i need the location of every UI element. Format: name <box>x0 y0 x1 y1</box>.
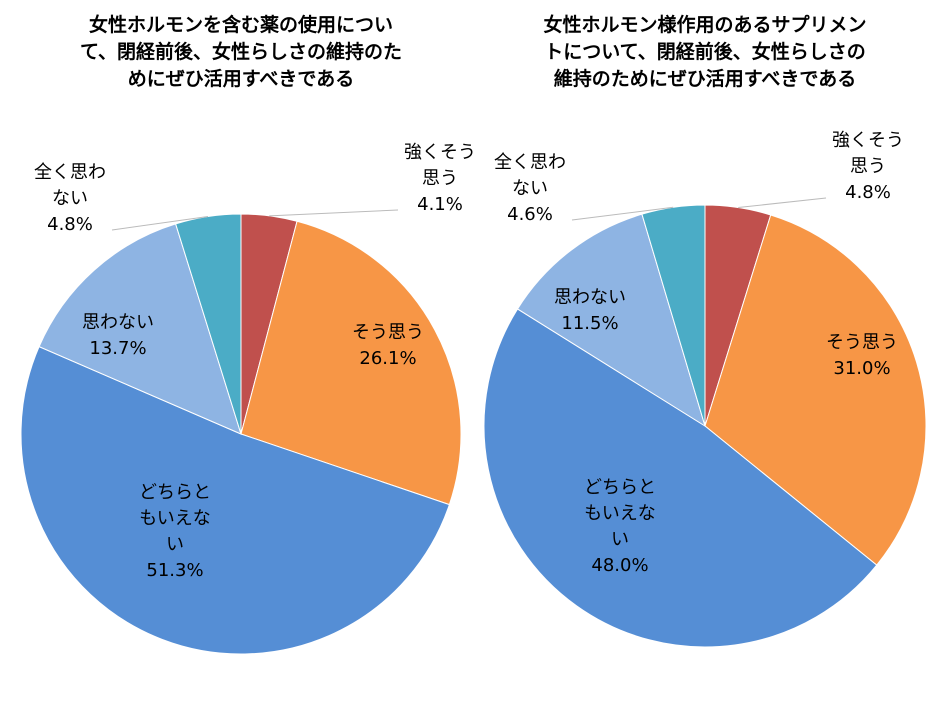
pie-slice <box>175 213 242 435</box>
pie-slice <box>38 223 242 435</box>
category-label: どちらともいえない <box>584 477 656 550</box>
category-label: そう思う <box>352 322 424 343</box>
data-label: 全く思わない 4.6% <box>488 150 572 228</box>
data-label: 全く思わない 4.8% <box>28 160 112 238</box>
pie-slice <box>20 345 450 655</box>
value-label: 51.3% <box>146 560 204 581</box>
value-label: 31.0% <box>833 358 891 379</box>
category-label: 強くそう思う <box>832 130 904 177</box>
chart-title: 女性ホルモンを含む薬の使用について、閉経前後、女性らしさの維持のためにぜひ活用す… <box>79 14 403 90</box>
pie-slice <box>704 214 927 566</box>
pie-slice <box>483 308 878 648</box>
data-label: 強くそう思う 4.8% <box>826 128 910 206</box>
category-label: 思わない <box>554 287 626 308</box>
leader-line <box>571 206 674 221</box>
value-label: 4.1% <box>417 194 463 215</box>
value-label: 11.5% <box>561 313 619 334</box>
data-label: そう思う 26.1% <box>346 320 430 372</box>
data-label: どちらともいえない 51.3% <box>133 480 217 584</box>
chart-title: 女性ホルモン様作用のあるサプリメントについて、閉経前後、女性らしさの維持のために… <box>543 14 867 90</box>
leader-line <box>738 197 827 209</box>
value-label: 4.8% <box>47 214 93 235</box>
value-label: 13.7% <box>89 338 147 359</box>
data-label: 思わない 11.5% <box>548 285 632 337</box>
value-label: 48.0% <box>591 555 649 576</box>
data-label: 思わない 13.7% <box>76 310 160 362</box>
value-label: 4.8% <box>845 182 891 203</box>
category-label: 全く思わない <box>494 152 566 199</box>
value-label: 26.1% <box>359 348 417 369</box>
data-label: そう思う 31.0% <box>820 330 904 382</box>
pie-slice <box>516 213 706 428</box>
data-label: 強くそう思う 4.1% <box>398 140 482 218</box>
category-label: 思わない <box>82 312 154 333</box>
category-label: 強くそう思う <box>404 142 476 189</box>
category-label: 全く思わない <box>34 162 106 209</box>
category-label: どちらともいえない <box>139 482 211 555</box>
leader-line <box>269 209 399 217</box>
category-label: そう思う <box>826 332 898 353</box>
leader-line <box>111 216 209 231</box>
value-label: 4.6% <box>507 204 553 225</box>
data-label: どちらともいえない 48.0% <box>578 475 662 579</box>
pie-slice <box>240 220 462 506</box>
